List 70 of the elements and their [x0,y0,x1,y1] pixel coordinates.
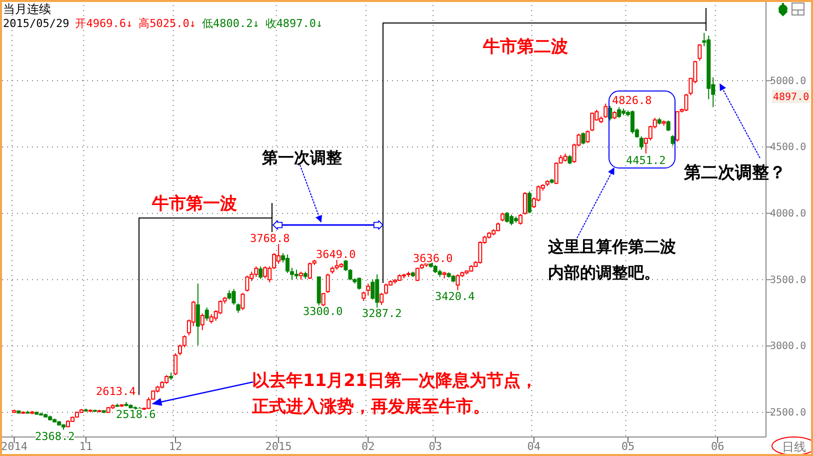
annotation: 以去年11月21日第一次降息为节点，正式进入涨势，再发展至牛市。 [251,371,538,417]
candlestick [174,352,178,376]
candlestick [505,212,510,224]
candlestick [204,307,209,322]
candlestick [370,279,375,300]
x-tick-label: 2014 [0,440,28,453]
y-tick-label: 3000.0 [770,341,806,352]
y-tick-label: 3500.0 [770,274,806,286]
candlestick [263,266,268,279]
candlestick [196,283,200,346]
x-tick-label: 02 [362,440,375,453]
candlestick [666,120,670,132]
annotation: 3300.0 [303,305,343,318]
candlestick [366,283,370,296]
candlestick [362,291,366,302]
annotation: 4826.8 [612,94,652,107]
annotation: 牛市第一波 [151,194,237,214]
text: 4897.0 [773,92,810,103]
annotation: 第一次调整 [261,148,342,167]
candlestick [518,213,522,226]
x-tick-label: 05 [621,440,635,453]
x-tick-label: 2015 [265,440,292,453]
candlestick [527,190,532,214]
annotation: 3287.2 [362,307,402,320]
annotation: 第二次调整？ [683,163,786,183]
annotation: 4451.2 [626,154,666,167]
chart-title: 当月连续 [3,2,51,16]
y-tick-label: 5000.0 [770,76,806,87]
x-tick-label: 06 [710,440,724,453]
text: 日线 [782,440,806,454]
y-tick-label: 2500.0 [770,408,806,419]
candlestick [604,103,608,118]
y-tick-label: 4000.0 [770,208,806,220]
x-tick-label: 12 [168,440,182,453]
candlestick [380,292,384,306]
annotation: 3768.8 [250,232,290,245]
text: 2015/05/29 开4969.6↓ 高5025.0↓ 低4800.2↓ 收4897.0↓ [3,17,323,30]
annotation: 2518.6 [116,408,156,421]
y-tick-label: 4500.0 [770,142,806,154]
annotation: 2368.2 [35,430,75,443]
candlestick [272,252,276,270]
candlestick [684,93,688,112]
candlestick [522,192,527,216]
candlestick [568,154,572,165]
annotation: 3649.0 [316,248,356,261]
annotation: 2613.4 [96,385,136,398]
candlestick [415,267,420,282]
annotation: 牛市第二波 [482,37,568,57]
candlestick [326,273,330,294]
candlestick [200,312,204,331]
annotation: 3636.0 [413,252,453,265]
candlestick [240,292,245,311]
candlestick [590,112,594,132]
candlestick [245,275,250,292]
candlestick [384,283,388,295]
annotation: 3420.4 [435,290,476,303]
candlestick [294,269,298,280]
annotation: 这里且算作第二波内部的调整吧。 [547,237,676,282]
candlestick [617,106,622,118]
candlestick [258,266,263,280]
candlestick [456,274,460,291]
candlestick [698,44,702,62]
candlestick [321,292,326,307]
x-tick-label: 11 [79,440,93,453]
candlestick [586,130,590,144]
x-tick-label: 04 [527,440,541,453]
candlestick [670,134,675,146]
x-tick-label: 03 [428,440,442,453]
candlestick [581,132,586,145]
candlestick [639,136,644,150]
